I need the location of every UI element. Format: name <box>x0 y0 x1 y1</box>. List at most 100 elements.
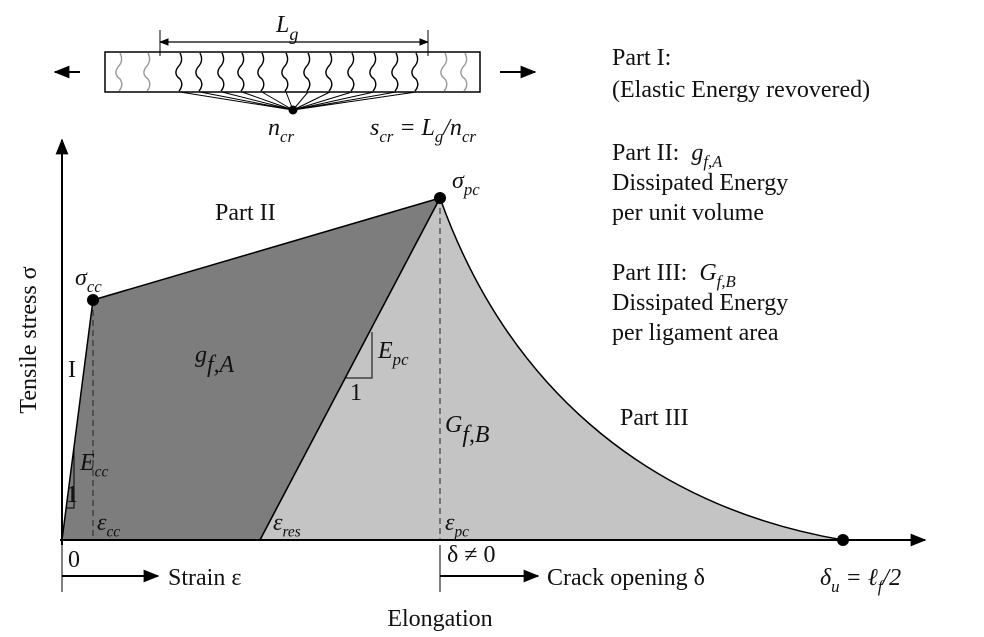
strain-label: εcc <box>97 510 120 541</box>
crack <box>115 52 123 92</box>
crack-lead <box>285 91 294 111</box>
symbol: ε <box>445 510 455 536</box>
crack <box>195 52 203 92</box>
point <box>87 294 99 306</box>
crack-lead <box>199 91 294 111</box>
subscript: pc <box>463 180 480 199</box>
legend-line: per unit volume <box>612 200 764 226</box>
crack-lead <box>179 91 294 111</box>
symbol: L <box>275 12 289 38</box>
subscript: g <box>435 127 443 146</box>
crack <box>257 52 265 92</box>
gauge-label: Lg <box>275 12 298 44</box>
crack <box>237 52 245 92</box>
symbol: E <box>377 338 393 364</box>
crack-lead <box>221 91 294 111</box>
legend-line: per ligament area <box>612 320 779 346</box>
crack <box>460 52 468 92</box>
subscript: f,A <box>703 152 723 171</box>
subscript: pc <box>392 350 409 369</box>
symbol: ε <box>273 510 283 536</box>
subscript: cr <box>280 127 294 146</box>
region-symbol: gf,A <box>195 342 235 378</box>
strain-label: εpc <box>445 510 469 541</box>
crack-lead <box>292 91 375 111</box>
symbol: δ <box>820 565 832 591</box>
symbol: s <box>370 115 379 141</box>
symbol: E <box>79 450 95 476</box>
subscript: u <box>831 577 839 596</box>
crack-lead <box>292 91 309 111</box>
subscript: f <box>878 577 885 596</box>
subscript: cc <box>87 277 102 296</box>
axis-label: δ ≠ 0 <box>447 542 495 568</box>
slope-label: Epc <box>377 338 409 369</box>
subscript: res <box>282 524 300 541</box>
specimen-bar <box>104 51 481 93</box>
symbol: /n <box>441 115 462 141</box>
crack <box>217 52 225 92</box>
symbol: ε <box>97 510 107 536</box>
slope-unit: 1 <box>66 482 78 508</box>
region-label: I <box>68 357 76 383</box>
region-symbol: Gf,B <box>445 412 490 448</box>
crack <box>325 52 333 92</box>
subscript: f,B <box>717 272 736 291</box>
region-label: Part II <box>215 200 276 226</box>
symbol: G <box>699 260 716 286</box>
crack <box>303 52 311 92</box>
crack <box>440 52 448 92</box>
subscript: cc <box>106 524 120 541</box>
region-part-three <box>258 196 844 541</box>
crack-lead <box>292 91 353 111</box>
crack-count-label: ncr <box>268 115 294 146</box>
subscript: pc <box>453 524 469 541</box>
symbol: g <box>195 342 207 368</box>
crack-lead <box>241 91 294 111</box>
legend-line: (Elastic Energy revovered) <box>612 77 870 103</box>
slope-label: Ecc <box>79 450 109 481</box>
point <box>837 534 849 546</box>
legend-symbol: gf,A <box>691 140 723 171</box>
axis-label: Crack opening δ <box>547 565 705 591</box>
point-label: σcc <box>75 265 102 296</box>
subscript: cr <box>462 127 476 146</box>
crack-lead <box>292 91 331 111</box>
crack <box>143 52 151 92</box>
axis-zero: 0 <box>68 547 80 573</box>
legend-title: Part II: <box>612 140 679 166</box>
symbol: g <box>691 140 703 166</box>
legend-symbol: Gf,B <box>699 260 735 291</box>
crack <box>175 52 183 92</box>
slope-triangle <box>345 332 373 379</box>
symbol: n <box>268 115 280 141</box>
point-label: δu = ℓf/2 <box>820 565 901 596</box>
subscript: cc <box>95 464 109 481</box>
subscript: cr <box>379 127 393 146</box>
slope-triangle <box>66 448 75 509</box>
region-label: Part III <box>620 405 689 431</box>
legend-line: Dissipated Energy <box>612 290 788 316</box>
crack-lead <box>292 91 417 111</box>
strain-label: εres <box>273 510 301 541</box>
slope-unit: 1 <box>350 380 362 406</box>
point-label: σpc <box>452 168 480 199</box>
axis-label: Elongation <box>387 606 492 632</box>
crack <box>391 52 399 92</box>
specimen <box>53 30 537 115</box>
symbol: σ <box>75 265 88 291</box>
crack <box>281 52 289 92</box>
crack <box>347 52 355 92</box>
symbol: /2 <box>880 565 901 591</box>
symbol: = ℓ <box>840 565 878 591</box>
point <box>434 192 446 204</box>
legend-title: Part III: <box>612 260 687 286</box>
symbol: σ <box>452 168 465 194</box>
crack <box>411 52 419 92</box>
crack-lead <box>261 91 294 111</box>
subscript: g <box>289 24 298 44</box>
y-axis-label: Tensile stress σ <box>16 266 42 413</box>
crack <box>369 52 377 92</box>
subscript: f,A <box>207 352 235 378</box>
